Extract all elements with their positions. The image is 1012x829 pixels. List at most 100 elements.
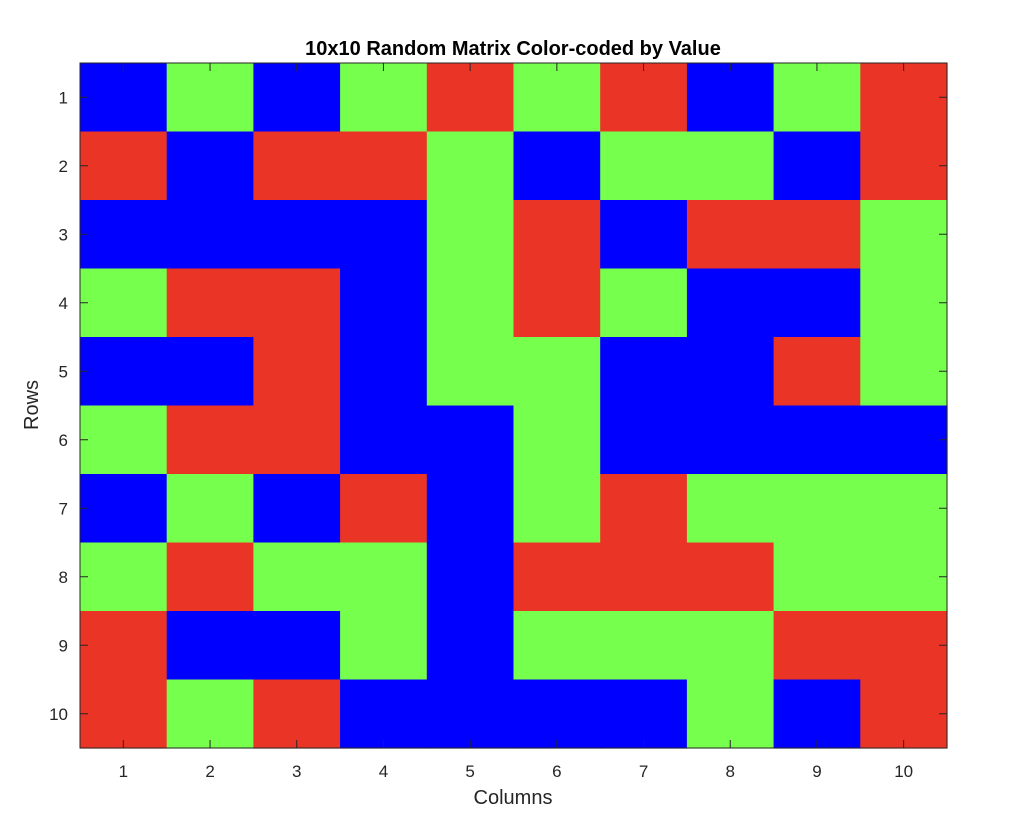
heatmap-cell-r9-c1	[80, 611, 168, 681]
heatmap-cell-r10-c10	[860, 679, 948, 749]
heatmap-cell-r4-c2	[166, 268, 254, 338]
heatmap-cell-r5-c7	[600, 337, 688, 407]
heatmap-cell-r7-c10	[860, 474, 948, 544]
heatmap-cell-r4-c8	[686, 268, 775, 338]
x-tick-label-3: 3	[292, 762, 301, 781]
heatmap-cell-r7-c3	[253, 474, 341, 544]
y-tick-label-7: 7	[59, 499, 68, 518]
heatmap-cell-r10-c6	[513, 679, 601, 749]
chart-title: 10x10 Random Matrix Color-coded by Value	[305, 38, 721, 60]
heatmap-cell-r4-c6	[513, 268, 601, 338]
heatmap-cell-r1-c5	[426, 63, 515, 133]
y-axis-label: Rows	[21, 380, 43, 430]
x-tick-label-8: 8	[726, 762, 735, 781]
heatmap-cell-r10-c3	[253, 679, 341, 749]
heatmap-cell-r8-c4	[340, 542, 428, 612]
heatmap-cell-r8-c2	[166, 542, 254, 612]
heatmap-cell-r3-c1	[80, 200, 168, 270]
heatmap-cell-r3-c4	[340, 200, 428, 270]
heatmap-cell-r9-c2	[166, 611, 254, 681]
heatmap-cell-r9-c8	[686, 611, 775, 681]
heatmap-cell-r8-c1	[80, 542, 168, 612]
heatmap-cell-r3-c8	[686, 200, 775, 270]
heatmap-cell-r1-c4	[340, 63, 428, 133]
heatmap-cell-r9-c7	[600, 611, 688, 681]
x-tick-label-6: 6	[552, 762, 561, 781]
heatmap-cell-r7-c4	[340, 474, 428, 544]
y-tick-label-6: 6	[59, 431, 68, 450]
heatmap-cell-r9-c5	[426, 611, 515, 681]
heatmap-cell-r3-c9	[773, 200, 861, 270]
y-tick-label-8: 8	[59, 568, 68, 587]
y-tick-label-10: 10	[49, 705, 68, 724]
heatmap-cell-r2-c10	[860, 131, 948, 201]
heatmap-cell-r8-c5	[426, 542, 515, 612]
heatmap-cell-r4-c4	[340, 268, 428, 338]
heatmap-cell-r2-c8	[686, 131, 775, 201]
x-axis-label: Columns	[474, 787, 553, 809]
heatmap-cell-r6-c6	[513, 405, 601, 475]
heatmap-cell-r2-c6	[513, 131, 601, 201]
heatmap-cell-r3-c7	[600, 200, 688, 270]
heatmap-cell-r1-c3	[253, 63, 341, 133]
heatmap-cell-r2-c1	[80, 131, 168, 201]
heatmap-cell-r7-c1	[80, 474, 168, 544]
heatmap-cell-r6-c7	[600, 405, 688, 475]
heatmap-cells	[80, 63, 948, 749]
heatmap-cell-r8-c8	[686, 542, 775, 612]
y-tick-label-4: 4	[59, 294, 68, 313]
x-tick-label-9: 9	[812, 762, 821, 781]
heatmap-cell-r5-c3	[253, 337, 341, 407]
heatmap-cell-r8-c3	[253, 542, 341, 612]
x-tick-label-5: 5	[465, 762, 474, 781]
heatmap-cell-r10-c9	[773, 679, 861, 749]
heatmap-cell-r5-c2	[166, 337, 254, 407]
heatmap-cell-r4-c10	[860, 268, 948, 338]
heatmap-cell-r3-c3	[253, 200, 341, 270]
heatmap-cell-r1-c7	[600, 63, 688, 133]
heatmap-cell-r6-c2	[166, 405, 254, 475]
heatmap-cell-r9-c4	[340, 611, 428, 681]
heatmap-cell-r2-c4	[340, 131, 428, 201]
heatmap-cell-r8-c7	[600, 542, 688, 612]
heatmap-cell-r6-c10	[860, 405, 948, 475]
heatmap-cell-r6-c3	[253, 405, 341, 475]
x-tick-label-4: 4	[379, 762, 388, 781]
heatmap-cell-r1-c8	[686, 63, 775, 133]
heatmap-cell-r2-c5	[426, 131, 515, 201]
y-tick-label-2: 2	[59, 157, 68, 176]
heatmap-cell-r5-c1	[80, 337, 168, 407]
heatmap-cell-r7-c5	[426, 474, 515, 544]
heatmap-cell-r10-c4	[340, 679, 428, 749]
heatmap-cell-r5-c6	[513, 337, 601, 407]
heatmap-cell-r2-c3	[253, 131, 341, 201]
heatmap-cell-r9-c9	[773, 611, 861, 681]
heatmap-cell-r2-c2	[166, 131, 254, 201]
heatmap-cell-r6-c5	[426, 405, 515, 475]
heatmap-cell-r9-c3	[253, 611, 341, 681]
heatmap-cell-r2-c7	[600, 131, 688, 201]
y-tick-label-1: 1	[59, 88, 68, 107]
heatmap-cell-r4-c3	[253, 268, 341, 338]
heatmap-cell-r3-c2	[166, 200, 254, 270]
heatmap-cell-r7-c9	[773, 474, 861, 544]
heatmap-cell-r1-c10	[860, 63, 948, 133]
heatmap-cell-r10-c7	[600, 679, 688, 749]
y-tick-label-5: 5	[59, 362, 68, 381]
heatmap-cell-r10-c2	[166, 679, 254, 749]
heatmap-cell-r7-c7	[600, 474, 688, 544]
x-tick-label-1: 1	[119, 762, 128, 781]
heatmap-cell-r6-c1	[80, 405, 168, 475]
y-tick-label-9: 9	[59, 636, 68, 655]
heatmap-cell-r4-c1	[80, 268, 168, 338]
heatmap-cell-r8-c10	[860, 542, 948, 612]
x-tick-label-7: 7	[639, 762, 648, 781]
heatmap-cell-r3-c5	[426, 200, 515, 270]
heatmap-cell-r3-c6	[513, 200, 601, 270]
heatmap-cell-r9-c6	[513, 611, 601, 681]
heatmap-cell-r7-c2	[166, 474, 254, 544]
heatmap-cell-r10-c5	[426, 679, 515, 749]
heatmap-cell-r1-c1	[80, 63, 168, 133]
